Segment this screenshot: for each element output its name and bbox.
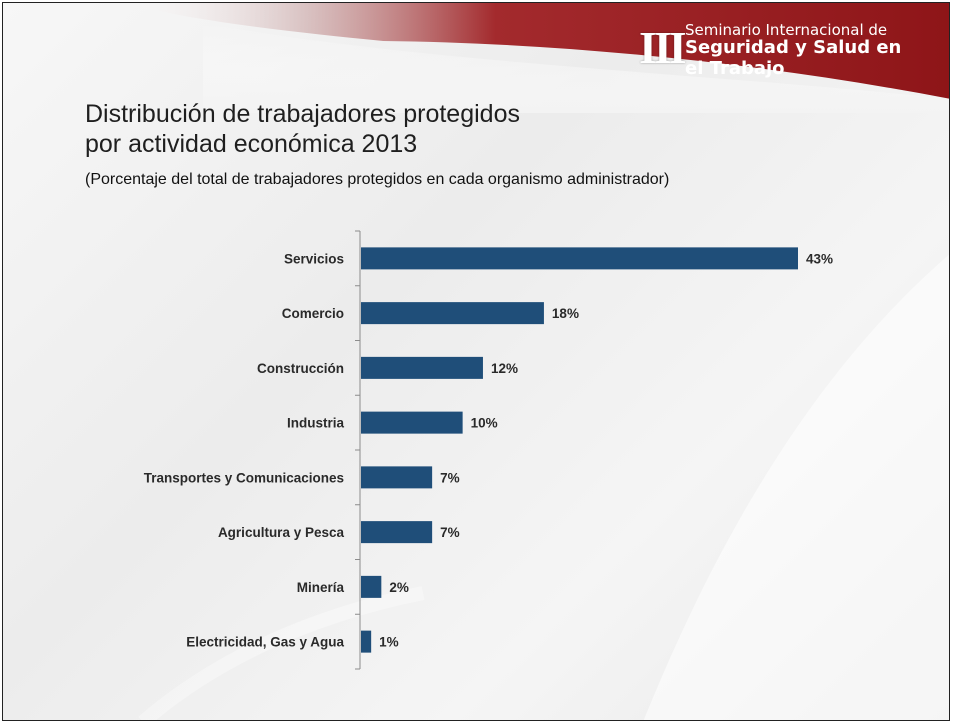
chart-title-line-1: Distribución de trabajadores protegidos <box>85 100 520 128</box>
bar <box>361 466 433 489</box>
value-label: 1% <box>379 635 399 650</box>
chart-title: Distribución de trabajadores protegidos … <box>85 99 520 159</box>
value-label: 18% <box>552 306 579 321</box>
value-label: 2% <box>389 580 409 595</box>
value-label: 7% <box>440 525 460 540</box>
header-band <box>123 3 949 113</box>
category-label: Construcción <box>257 361 344 376</box>
background-swoosh <box>138 254 949 720</box>
value-label: 10% <box>471 416 498 431</box>
bar <box>361 575 382 598</box>
category-label: Agricultura y Pesca <box>218 525 345 540</box>
chart-subtitle: (Porcentaje del total de trabajadores pr… <box>85 171 670 188</box>
seminar-logo: III Seminario Internacional de Seguridad… <box>639 17 929 89</box>
value-label: 12% <box>491 361 518 376</box>
bar <box>361 521 433 544</box>
category-label: Transportes y Comunicaciones <box>144 470 344 485</box>
bar <box>361 247 798 270</box>
value-label: 7% <box>440 470 460 485</box>
category-label: Servicios <box>284 251 344 266</box>
chart-title-line-2: por actividad económica 2013 <box>85 130 418 158</box>
bar <box>361 411 463 434</box>
logo-line-2: Seguridad y Salud en <box>685 37 902 58</box>
category-label: Comercio <box>282 306 344 321</box>
logo-line-3: el Trabajo <box>685 58 785 79</box>
value-label: 43% <box>806 251 833 266</box>
logo-line-1: Seminario Internacional de <box>685 21 888 39</box>
category-label: Electricidad, Gas y Agua <box>186 635 344 650</box>
bar <box>361 630 372 653</box>
logo-roman-numeral: III <box>639 22 687 73</box>
bar <box>361 302 544 325</box>
category-label: Industria <box>287 416 344 431</box>
bar-chart: Servicios 43% Comercio 18% Construcción 12% In… <box>144 230 833 670</box>
category-label: Minería <box>297 580 345 595</box>
bar <box>361 356 483 379</box>
